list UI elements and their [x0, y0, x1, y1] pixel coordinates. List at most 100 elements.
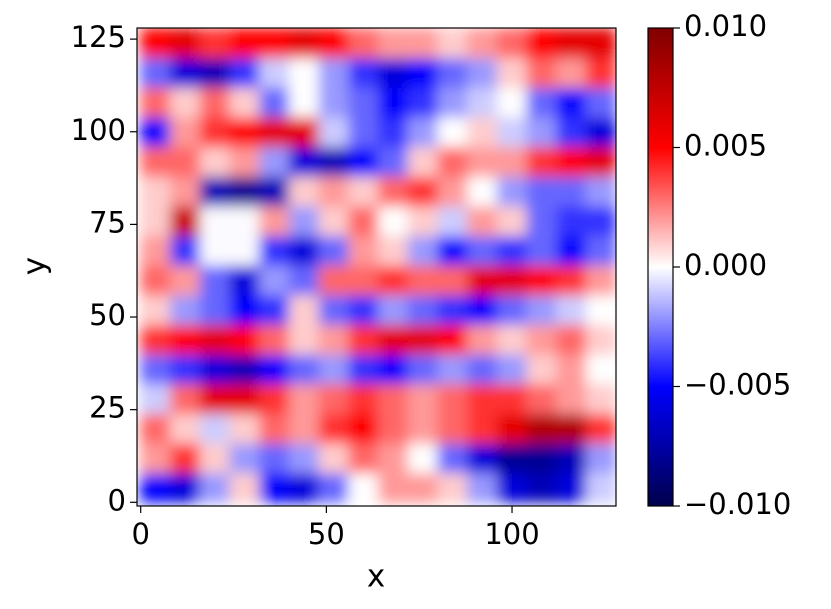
heatmap-cell [140, 294, 171, 325]
heatmap-cell [288, 116, 320, 148]
heatmap-cell [437, 472, 468, 503]
heatmap-cell [348, 86, 379, 118]
heatmap-cell [526, 146, 558, 177]
heatmap-cell [556, 235, 587, 266]
heatmap-cell [259, 205, 290, 237]
heatmap-cell [556, 175, 587, 207]
heatmap-cell [348, 57, 379, 88]
heatmap-cell [526, 294, 558, 325]
heatmap-cell [377, 294, 409, 325]
colorbar-tick-label: 0.005 [684, 129, 767, 163]
heatmap-cell [259, 264, 290, 296]
heatmap-cell [496, 235, 528, 266]
heatmap-cell [407, 472, 439, 503]
heatmap-cell [169, 264, 201, 296]
heatmap-cell [318, 264, 350, 296]
y-tick-label: 25 [89, 391, 126, 425]
heatmap-cell [556, 116, 587, 148]
heatmap-cell [496, 353, 528, 385]
heatmap-cell [259, 175, 290, 207]
heatmap-cell [496, 28, 528, 59]
heatmap-cell [169, 294, 201, 325]
heatmap-cell [496, 412, 528, 444]
heatmap-cell [466, 353, 498, 385]
colorbar-tick-label: 0.000 [684, 248, 767, 282]
heatmap-cell [169, 353, 201, 385]
heatmap-cell [318, 353, 350, 385]
heatmap-cell [585, 353, 616, 385]
heatmap-cell [466, 146, 498, 177]
heatmap-cell [288, 146, 320, 177]
heatmap-cell [259, 472, 290, 503]
heatmap-cell [556, 264, 587, 296]
heatmap-cell [585, 57, 616, 88]
heatmap-cell [585, 116, 616, 148]
y-tick-label: 100 [71, 113, 126, 147]
heatmap-cell [585, 472, 616, 503]
heatmap-cell [318, 28, 350, 59]
heatmap-cell [288, 294, 320, 325]
heatmap-cell [377, 146, 409, 177]
heatmap-cell [407, 86, 439, 118]
heatmap-cell [407, 57, 439, 88]
heatmap-cell [259, 412, 290, 444]
heatmap-cell [556, 57, 587, 88]
heatmap-cell [496, 472, 528, 503]
heatmap-cell [466, 472, 498, 503]
heatmap-cell [407, 353, 439, 385]
heatmap-cell [377, 383, 409, 414]
heatmap-cell [199, 57, 231, 88]
heatmap-cell [496, 323, 528, 355]
heatmap-cell [407, 323, 439, 355]
heatmap-cell [526, 264, 558, 296]
heatmap-cell [199, 86, 231, 118]
heatmap-cell [437, 205, 468, 237]
heatmap-cell [437, 175, 468, 207]
heatmap-cell [407, 383, 439, 414]
heatmap-cell [229, 146, 261, 177]
heatmap-cell [496, 57, 528, 88]
y-axis-label: y [17, 257, 53, 275]
heatmap-cell [407, 294, 439, 325]
heatmap-cell [526, 116, 558, 148]
heatmap-cell [199, 116, 231, 148]
heatmap-cell [229, 383, 261, 414]
colorbar-tick-label: −0.010 [684, 487, 791, 521]
heatmap-cell [407, 146, 439, 177]
heatmap-cell [169, 323, 201, 355]
heatmap-cell [466, 294, 498, 325]
heatmap-cell [585, 235, 616, 266]
heatmap-cell [526, 205, 558, 237]
heatmap-cell [437, 294, 468, 325]
heatmap-cell [259, 28, 290, 59]
heatmap-cell [288, 472, 320, 503]
heatmap-cell [526, 383, 558, 414]
heatmap-cell [140, 323, 171, 355]
heatmap-cell [585, 294, 616, 325]
heatmap-cell [556, 383, 587, 414]
y-tick-label: 125 [71, 20, 126, 54]
heatmap-cell [556, 472, 587, 503]
heatmap-cell [199, 412, 231, 444]
heatmap-cell [466, 116, 498, 148]
heatmap-cell [407, 205, 439, 237]
heatmap-cell [437, 57, 468, 88]
heatmap-cell [140, 442, 171, 474]
heatmap-cell [585, 28, 616, 59]
heatmap-cell [585, 86, 616, 118]
heatmap-cell [288, 412, 320, 444]
heatmap-cell [377, 353, 409, 385]
heatmap-cell [466, 205, 498, 237]
heatmap-cell [348, 353, 379, 385]
heatmap-cell [288, 57, 320, 88]
heatmap-cell [496, 175, 528, 207]
plot-frame [136, 27, 617, 507]
heatmap-cell [288, 175, 320, 207]
heatmap-cell [229, 264, 261, 296]
heatmap-cell [259, 323, 290, 355]
heatmap-cell [169, 205, 201, 237]
heatmap-cell [348, 235, 379, 266]
heatmap-cell [466, 442, 498, 474]
heatmap-cell [556, 205, 587, 237]
colorbar-tick-label: −0.005 [684, 368, 791, 402]
